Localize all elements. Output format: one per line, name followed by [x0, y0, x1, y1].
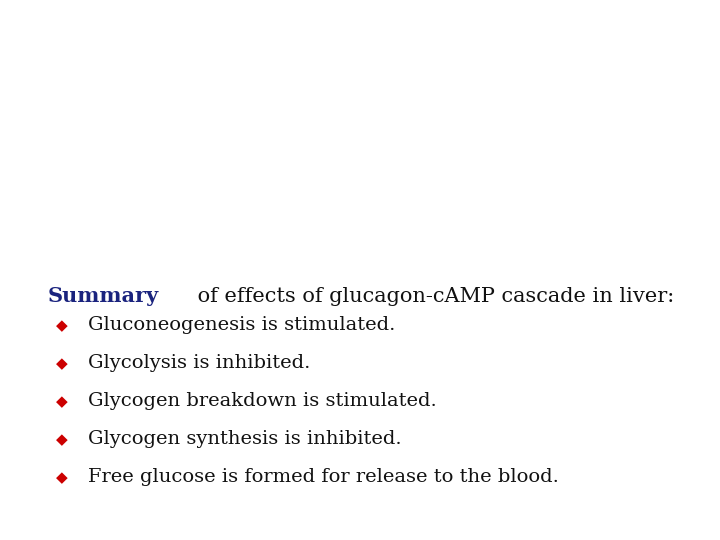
Text: Glycogen breakdown is stimulated.: Glycogen breakdown is stimulated. — [88, 392, 437, 410]
Text: Glycogen synthesis is inhibited.: Glycogen synthesis is inhibited. — [88, 430, 402, 448]
Text: ◆: ◆ — [56, 433, 68, 447]
Text: Glycolysis is inhibited.: Glycolysis is inhibited. — [88, 354, 310, 372]
Text: ◆: ◆ — [56, 319, 68, 333]
Text: ◆: ◆ — [56, 395, 68, 409]
Text: Free glucose is formed for release to the blood.: Free glucose is formed for release to th… — [88, 468, 559, 486]
Text: Gluconeogenesis is stimulated.: Gluconeogenesis is stimulated. — [88, 316, 395, 334]
Text: ◆: ◆ — [56, 471, 68, 485]
Text: of effects of glucagon-cAMP cascade in liver:: of effects of glucagon-cAMP cascade in l… — [192, 287, 675, 306]
Text: ◆: ◆ — [56, 357, 68, 371]
Text: Summary: Summary — [48, 286, 159, 306]
